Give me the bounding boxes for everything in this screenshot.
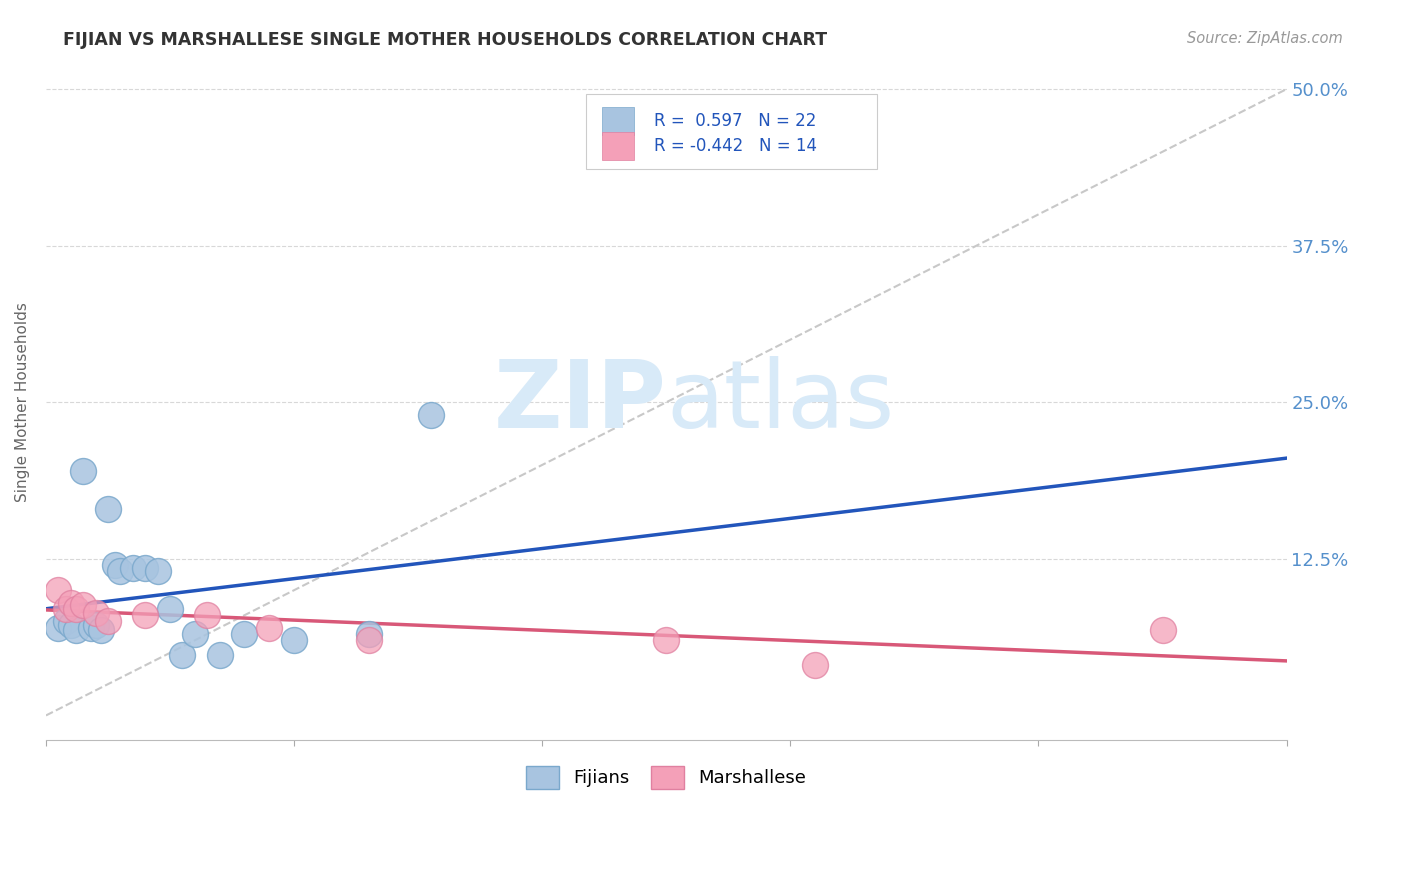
- Point: [121, 560, 143, 574]
- Point: [84, 618, 107, 632]
- Text: Source: ZipAtlas.com: Source: ZipAtlas.com: [1187, 31, 1343, 46]
- Point: [65, 602, 87, 616]
- Point: [208, 648, 231, 663]
- Point: [48, 621, 70, 635]
- Legend: Fijians, Marshallese: Fijians, Marshallese: [519, 759, 813, 796]
- Point: [1152, 624, 1174, 638]
- Point: [172, 648, 194, 663]
- Point: [233, 627, 256, 641]
- Text: FIJIAN VS MARSHALLESE SINGLE MOTHER HOUSEHOLDS CORRELATION CHART: FIJIAN VS MARSHALLESE SINGLE MOTHER HOUS…: [63, 31, 827, 49]
- Point: [55, 602, 77, 616]
- Text: R = -0.442   N = 14: R = -0.442 N = 14: [654, 136, 817, 155]
- Point: [357, 633, 380, 648]
- Point: [65, 624, 87, 638]
- Point: [259, 621, 281, 635]
- Point: [84, 606, 107, 620]
- Point: [283, 633, 305, 648]
- Point: [159, 602, 181, 616]
- Text: R =  0.597   N = 22: R = 0.597 N = 22: [654, 112, 817, 130]
- Point: [146, 565, 169, 579]
- Point: [72, 598, 94, 612]
- Point: [134, 560, 156, 574]
- FancyBboxPatch shape: [602, 107, 634, 135]
- FancyBboxPatch shape: [586, 95, 877, 169]
- Point: [104, 558, 127, 573]
- Point: [97, 501, 120, 516]
- Point: [59, 596, 82, 610]
- Point: [419, 408, 441, 422]
- Y-axis label: Single Mother Households: Single Mother Households: [15, 302, 30, 502]
- Point: [97, 615, 120, 629]
- Point: [72, 464, 94, 478]
- Text: atlas: atlas: [666, 356, 894, 449]
- Point: [195, 608, 218, 623]
- Point: [55, 615, 77, 629]
- Point: [110, 565, 132, 579]
- FancyBboxPatch shape: [602, 132, 634, 161]
- Text: ZIP: ZIP: [494, 356, 666, 449]
- Point: [184, 627, 207, 641]
- Point: [59, 618, 82, 632]
- Point: [48, 583, 70, 598]
- Point: [79, 621, 101, 635]
- Point: [134, 608, 156, 623]
- Point: [655, 633, 678, 648]
- Point: [90, 624, 112, 638]
- Point: [357, 627, 380, 641]
- Point: [804, 658, 827, 673]
